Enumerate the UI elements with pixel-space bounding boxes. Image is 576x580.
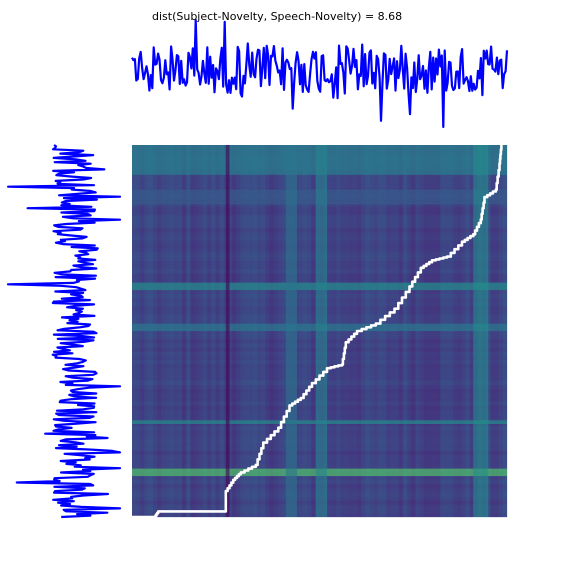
heatmap-column-band bbox=[473, 145, 489, 517]
heatmap-column-band bbox=[225, 145, 230, 517]
warping-path-layer bbox=[132, 145, 503, 519]
heatmap-column-band bbox=[315, 145, 327, 517]
series-line-subject-novelty bbox=[131, 18, 509, 129]
series-line-speech-novelty bbox=[6, 144, 122, 519]
heatmap bbox=[132, 145, 508, 518]
heatmap-column-band bbox=[285, 145, 297, 517]
top-series-layer bbox=[131, 18, 509, 129]
chart-title: dist(Subject-Novelty, Speech-Novelty) = … bbox=[152, 10, 403, 23]
warping-path bbox=[132, 145, 503, 519]
left-series-layer bbox=[6, 144, 122, 519]
